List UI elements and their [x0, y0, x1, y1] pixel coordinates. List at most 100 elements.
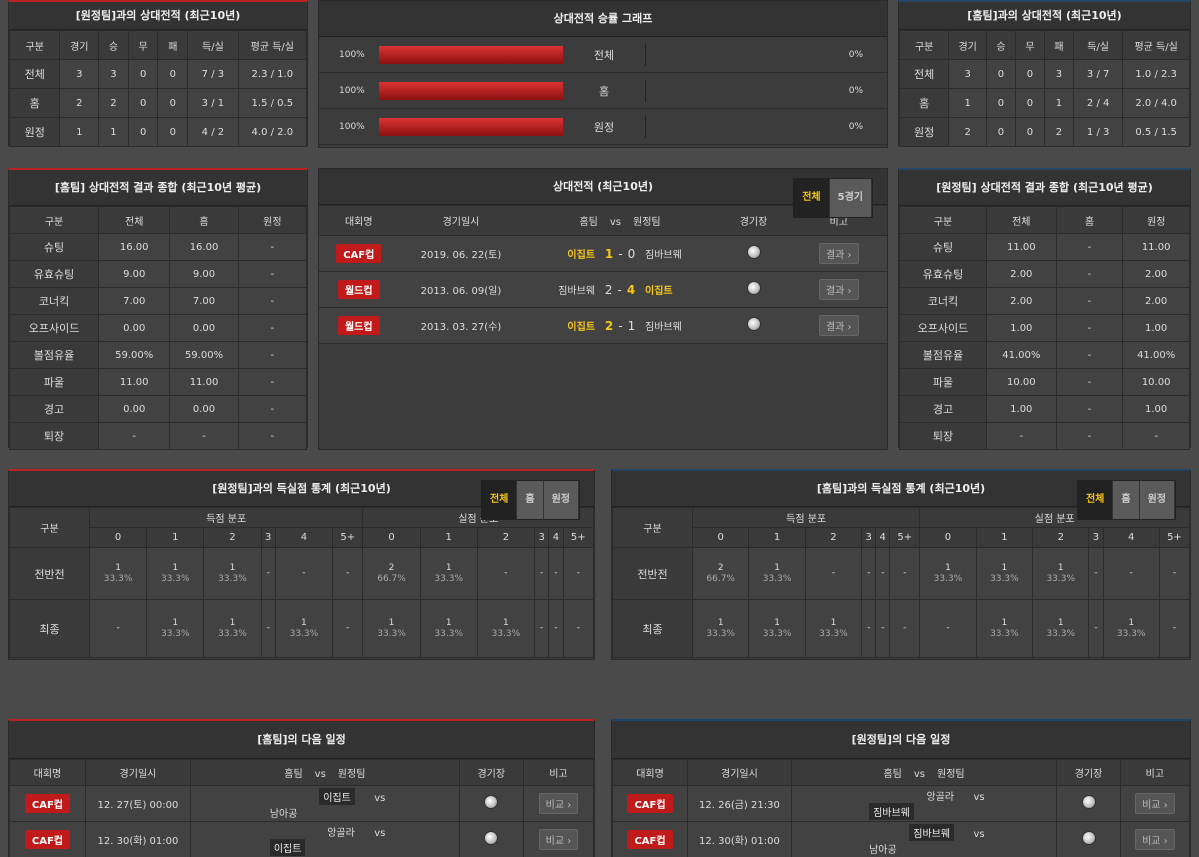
cell-count: 2: [717, 562, 724, 573]
cell-count: 1: [229, 617, 236, 628]
tab-away[interactable]: 원정: [543, 481, 579, 519]
cell-count: -: [266, 623, 270, 633]
cell-count: -: [540, 623, 544, 633]
table-row: 유효슈팅 2.00-2.00: [899, 260, 1190, 288]
cell-count: 1: [774, 617, 780, 628]
table-cell: -: [804, 547, 863, 600]
row-label: 오프사이드: [899, 314, 987, 342]
next-home-panel: [홈팀]의 다음 일정 대회명 경기일시 홈팀 vs 원정팀 경기장 비고 CAF컵 12. 2…: [8, 719, 595, 857]
table-cell: 11.00: [169, 368, 239, 396]
home-team: 짐바브웨: [558, 286, 596, 297]
cell-count: -: [1172, 623, 1177, 633]
stadium-icon: [1081, 795, 1096, 809]
table-cell: 9.00: [169, 260, 239, 288]
panel-title: [원정팀]과의 득실점 통계 (최근10년): [212, 482, 391, 495]
column-header: 무: [1014, 30, 1045, 60]
result-button[interactable]: 결과 ›: [818, 243, 859, 264]
goals-home-panel: [홈팀]과의 득실점 통계 (최근10년) 전체 홈 원정 구분 득점 분포 실점 …: [611, 469, 1191, 660]
goal-count-header: 5+: [889, 527, 921, 548]
table-cell: -: [875, 599, 891, 658]
table-cell: -: [1088, 547, 1104, 600]
goal-count-header: 2: [476, 527, 536, 548]
column-header: 대회명: [612, 759, 688, 786]
row-label: 원정: [593, 120, 615, 134]
cell-count: -: [116, 623, 120, 633]
tab-all[interactable]: 전체: [794, 179, 830, 217]
tab-home[interactable]: 홈: [517, 481, 544, 519]
table-cell: 0: [127, 88, 159, 118]
column-header: 경기장: [458, 759, 524, 786]
score: 2-1: [595, 319, 645, 333]
header-away: 원정팀: [337, 769, 366, 780]
cell-count: 1: [445, 617, 452, 628]
header-vs: vs: [913, 769, 926, 780]
schedule-row: CAF컵 12. 27(토) 00:00 이집트 vs 남아공 비교 ›: [9, 785, 595, 822]
tab-all[interactable]: 전체: [1077, 481, 1114, 519]
cell-count: -: [576, 568, 580, 578]
row-label: 퇴장: [8, 422, 100, 450]
tab-away[interactable]: 원정: [1139, 481, 1175, 519]
column-header: 비고: [522, 759, 595, 786]
table-cell: -: [1122, 422, 1190, 450]
match-row: CAF컵 2019. 06. 22(토) 이집트 1-0 짐바브웨 결과 ›: [319, 235, 887, 272]
next-away-panel: [원정팀]의 다음 일정 대회명 경기일시 홈팀 vs 원정팀 경기장 비고 CAF컵 12. …: [611, 719, 1191, 857]
tab-last5[interactable]: 5경기: [829, 179, 872, 217]
row-label: 퇴장: [899, 422, 987, 450]
table-cell: -: [237, 287, 308, 315]
column-header: 경기: [948, 30, 987, 60]
teams-cell: 짐바브웨 vs 남아공: [790, 821, 1058, 857]
venue-cell: [716, 271, 791, 308]
table-cell: 9.00: [98, 260, 171, 288]
compare-button[interactable]: 비교 ›: [1135, 793, 1175, 814]
column-header: 구분: [8, 30, 61, 60]
compare-button[interactable]: 비교 ›: [538, 829, 579, 850]
goal-count-header: 2: [203, 527, 262, 548]
venue-cell: [716, 235, 791, 272]
summary-home-table: 구분 전체 홈 원정 슈팅 16.00 16.00- 유효슈팅 9.00 9.00- 코너킥 7.00…: [8, 206, 308, 450]
table-cell: 1.0 / 2.3: [1122, 59, 1190, 89]
table-cell: -: [237, 422, 308, 450]
h2h-away-panel: [원정팀]과의 상대전적 (최근10년) 구분 경기 승 무 패 득/실 평균 득/실 전체 3…: [8, 0, 308, 147]
compare-button-label: 비교: [1142, 836, 1161, 847]
home-team-slot: 짐바브웨: [844, 823, 955, 841]
home-team: 이집트: [567, 250, 596, 261]
table-cell: 1.00: [986, 314, 1057, 342]
cell-count: -: [540, 568, 544, 578]
divider: [645, 43, 646, 66]
league-badge: CAF컵: [24, 830, 70, 849]
compare-button[interactable]: 비교 ›: [538, 793, 579, 814]
stadium-icon: [746, 281, 761, 295]
cell-percent: 33.3%: [218, 573, 247, 584]
cell-count: -: [346, 568, 350, 578]
cell-count: 1: [445, 562, 452, 573]
table-cell: -: [1055, 260, 1124, 288]
vs-label: vs: [973, 791, 985, 803]
table-row: 경고 1.00-1.00: [899, 395, 1190, 423]
row-label: 홈: [598, 84, 610, 98]
compare-button[interactable]: 비교 ›: [1135, 829, 1175, 850]
result-button[interactable]: 결과 ›: [818, 279, 859, 300]
tab-home[interactable]: 홈: [1113, 481, 1140, 519]
cell-count: -: [903, 623, 907, 633]
date-cell: 2019. 06. 22(토): [398, 235, 524, 272]
table-row: 슈팅 11.00-11.00: [899, 233, 1190, 261]
goal-count-header: 5+: [562, 527, 594, 548]
table-cell: 0: [985, 88, 1016, 118]
cell-count: -: [554, 568, 558, 578]
table-cell: 16.00: [169, 233, 239, 261]
goal-count-header: 0: [88, 527, 148, 548]
score-sep: -: [618, 319, 623, 333]
away-team: 짐바브웨: [869, 802, 914, 820]
tab-all[interactable]: 전체: [481, 481, 518, 519]
panel-title: [홈팀] 상대전적 결과 종합 (최근10년 평균): [9, 170, 307, 206]
row-label: 경고: [899, 395, 987, 423]
result-button[interactable]: 결과 ›: [818, 315, 859, 336]
panel-title: [홈팀]의 다음 일정: [9, 721, 594, 759]
table-cell: 2: [948, 117, 987, 147]
table-cell: 3 / 7: [1072, 59, 1124, 89]
table-cell: 0: [157, 88, 189, 118]
goal-count-header: 4: [875, 527, 891, 548]
table-cell: 1 33.3%: [975, 599, 1034, 658]
cell-percent: 33.3%: [819, 628, 848, 639]
table-cell: -: [861, 547, 877, 600]
